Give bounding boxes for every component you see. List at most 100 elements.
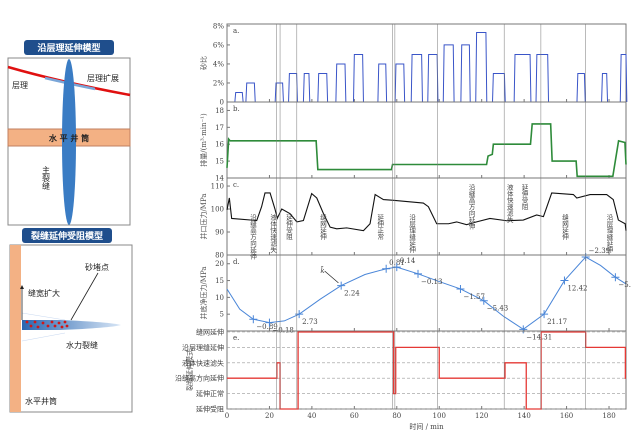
sand-ratio-pulse <box>317 72 329 103</box>
hydraulic-fracture-label: 水力裂缝 <box>66 340 98 350</box>
width-envelope <box>21 312 66 321</box>
y-axis-label: 裂缝延伸模式 <box>185 349 194 391</box>
y-tick-label: 15 <box>215 277 224 285</box>
y-tick-label: 90 <box>215 229 224 237</box>
fracture-model-diagrams: 沿层理延伸模型 层理 层理扩展 水 平 井 筒 主裂缝 裂缝延伸受阻模型 砂堵点… <box>7 40 133 413</box>
category-label: 延伸正常 <box>196 389 224 398</box>
data-point-marker <box>611 273 620 282</box>
panel-label: b. <box>233 105 240 113</box>
wellhead-pressure-line <box>226 192 627 232</box>
panel-b-frame <box>226 101 627 179</box>
bedding-expand-label: 层理扩展 <box>87 73 119 83</box>
data-point-marker <box>479 296 488 305</box>
stage-annotation: 液体快速滤失 <box>505 183 513 225</box>
wellbore-label: 水 平 井 筒 <box>48 133 89 143</box>
y-tick-label: 80 <box>215 252 224 260</box>
y-tick-label: 8% <box>213 22 224 30</box>
slope-label: −5.43 <box>487 305 508 313</box>
y-tick-label: 110 <box>211 183 224 191</box>
x-axis-label: 时间 / min <box>409 422 444 431</box>
model-title: 沿层理延伸模型 <box>37 42 100 54</box>
y-tick-label: 2% <box>213 79 224 87</box>
data-point-marker <box>249 315 258 324</box>
slope-label: −14.31 <box>526 333 552 341</box>
stage-annotation: 液体快速滤失 <box>269 213 277 255</box>
slope-label: 0.14 <box>400 257 416 265</box>
sand-ratio-pulse <box>352 53 364 103</box>
stage-annotation: 延伸正常 <box>376 213 384 242</box>
panel-a-frame <box>226 23 627 103</box>
slope-label: 12.42 <box>567 285 587 293</box>
x-tick-label: 180 <box>602 412 615 420</box>
stage-annotation: 缝网延伸 <box>560 213 568 242</box>
sand-ratio-pulse <box>427 53 439 103</box>
sand-ratio-pulse <box>274 82 284 103</box>
stage-annotation: 延伸受阻 <box>520 183 528 212</box>
y-axis-label: 井口压力/MPa <box>199 193 208 239</box>
sand-ratio-pulse <box>513 53 532 103</box>
y-tick-label: 0 <box>220 99 224 107</box>
y-tick-label: 16 <box>215 141 224 149</box>
bedding-extension-model: 沿层理延伸模型 层理 层理扩展 水 平 井 筒 主裂缝 <box>7 40 131 226</box>
category-label: 沿缝高方向延伸 <box>175 374 224 383</box>
data-point-marker <box>456 284 465 293</box>
sand-ratio-pulse <box>302 72 311 103</box>
k-label: k̄ <box>320 265 324 275</box>
blocked-extension-model: 裂缝延伸受阻模型 砂堵点 缝宽扩大 水力裂缝 水平井筒 <box>9 228 133 413</box>
slope-label: −2.39 <box>589 247 610 255</box>
data-point-marker <box>414 269 423 278</box>
data-point-marker <box>265 318 274 327</box>
slope-label: 21.17 <box>547 318 567 326</box>
y-tick-label: 100 <box>211 206 224 214</box>
sand-ratio-pulse <box>377 63 388 103</box>
y-axis-label: 井底净压力/MPa <box>199 266 208 319</box>
sand-ratio-pulse <box>619 53 628 103</box>
wellbore-label: 水平井筒 <box>25 396 57 406</box>
panel-label: c. <box>233 181 239 189</box>
slope-label: −1.57 <box>463 293 484 301</box>
stage-annotation: 沿缝高方向延伸 <box>248 213 256 261</box>
sand-ratio-pulse <box>535 53 550 103</box>
sand-particles <box>25 320 69 329</box>
x-tick-label: 60 <box>350 412 359 420</box>
y-tick-label: 5 <box>220 311 224 319</box>
x-tick-label: 20 <box>265 412 274 420</box>
sand-ratio-pulse <box>460 44 471 103</box>
bedding-label: 层理 <box>12 81 28 90</box>
sand-ratio-pulse <box>442 44 455 103</box>
x-tick-label: 100 <box>433 412 446 420</box>
sand-ratio-pulse <box>475 32 488 103</box>
hydraulic-fracture <box>22 320 121 330</box>
category-label: 沿层理缝延伸 <box>182 343 224 352</box>
y-axis-label: 排量/(m³·min⁻¹) <box>199 113 208 167</box>
slope-label: 2.73 <box>302 318 318 326</box>
main-fracture-label: 主裂缝 <box>42 165 51 191</box>
data-point-marker <box>392 263 401 272</box>
slope-label: −5.07 <box>618 281 631 289</box>
y-tick-label: 15 <box>215 158 224 166</box>
sand-ratio-pulse <box>234 91 244 103</box>
slope-label: −0.89 <box>256 323 277 331</box>
data-point-marker <box>540 310 549 319</box>
sand-ratio-pulse <box>394 63 406 103</box>
y-tick-label: 18 <box>215 107 224 115</box>
model-title-badge <box>24 40 114 55</box>
main-fracture <box>62 59 76 225</box>
slope-label: 2.24 <box>344 290 360 298</box>
sand-ratio-pulse <box>245 82 256 103</box>
x-tick-label: 140 <box>517 412 530 420</box>
y-tick-label: 4% <box>213 60 224 68</box>
data-point-marker <box>560 276 569 285</box>
sand-ratio-pulse <box>335 63 347 103</box>
k-arrow <box>324 270 339 284</box>
x-tick-label: 0 <box>225 412 229 420</box>
x-tick-label: 120 <box>475 412 488 420</box>
y-axis-label: 砂比 <box>199 56 208 70</box>
panel-label: a. <box>233 27 239 35</box>
arrow-head-icon <box>20 285 24 289</box>
data-point-marker <box>337 281 346 290</box>
x-tick-label: 160 <box>560 412 573 420</box>
stage-annotation: 延伸受阻 <box>285 213 293 242</box>
sand-plug-pointer <box>70 272 99 321</box>
